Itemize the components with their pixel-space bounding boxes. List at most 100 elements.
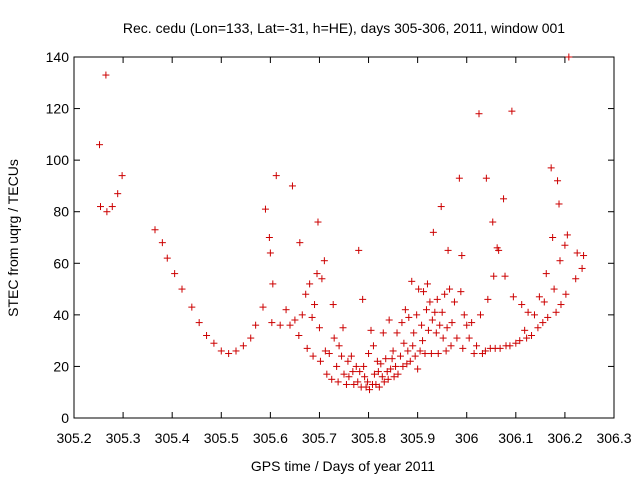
data-point [457,288,465,296]
data-point [349,368,357,376]
data-point [432,329,440,337]
data-point [473,342,481,350]
data-point [562,290,570,298]
data-point [500,195,508,203]
data-point [374,368,382,376]
data-point [552,308,560,316]
data-point [315,324,323,332]
data-point [163,254,171,262]
data-point [484,295,492,303]
data-point [406,357,414,365]
data-point [419,337,427,345]
data-point [393,329,401,337]
data-point [314,218,322,226]
data-point [379,329,387,337]
data-point [320,257,328,265]
data-point [272,172,280,180]
data-point [476,311,484,319]
x-tick-label: 306.2 [547,430,582,446]
data-point [178,285,186,293]
data-point [524,308,532,316]
data-point [359,295,367,303]
data-point [328,375,336,383]
data-point [441,290,449,298]
data-point [334,378,342,386]
data-point [420,288,428,296]
data-point [303,344,311,352]
data-point [259,303,267,311]
data-point [434,350,442,358]
data-point [108,203,116,211]
data-point [311,301,319,309]
data-point [291,316,299,324]
data-point [282,306,290,314]
data-point [573,249,581,257]
data-point [578,264,586,272]
plot-axes [73,56,615,419]
data-point [437,203,445,211]
data-point [352,362,360,370]
data-point [429,228,437,236]
data-point [401,306,409,314]
data-point [225,350,233,358]
data-point [418,321,426,329]
x-tick-label: 306 [455,430,479,446]
data-point [405,313,413,321]
y-tick-label: 0 [61,410,69,426]
data-point [563,231,571,239]
data-point [443,324,451,332]
data-point [512,339,520,347]
data-point [325,350,333,358]
x-tick-label: 306.3 [596,430,631,446]
data-point [530,311,538,319]
data-point [367,326,375,334]
data-point [444,246,452,254]
data-point [542,270,550,278]
data-point [572,275,580,283]
data-point [450,298,458,306]
data-point [534,324,542,332]
data-point [364,378,372,386]
data-point [410,329,418,337]
data-point [265,234,273,241]
data-point [382,355,390,363]
data-point [385,316,393,324]
data-point [296,239,304,247]
data-point [276,321,284,329]
y-axis-ticks: 0 20 40 60 80 100 120 140 [46,49,614,426]
data-point [557,301,565,309]
data-point [413,311,421,319]
chart-title: Rec. cedu (Lon=133, Lat=-31, h=HE), days… [123,20,565,36]
x-axis-label: GPS time / Days of year 2011 [251,458,435,474]
data-point [394,370,402,378]
data-point [380,378,388,386]
x-tick-label: 305.8 [351,430,386,446]
data-point [459,344,467,352]
data-point [523,334,531,342]
data-point [404,347,412,355]
data-point [295,331,303,339]
data-point [549,234,557,241]
data-point [102,71,110,79]
data-point [266,249,274,257]
data-point [239,342,247,350]
data-point [427,350,435,358]
data-point [377,360,385,368]
data-point [188,303,196,311]
data-point [426,298,434,306]
data-point [339,324,347,332]
data-point [580,252,588,260]
data-point [463,321,471,329]
data-point [468,319,476,327]
data-point [333,362,341,370]
data-point [96,141,104,149]
data-point [424,326,432,334]
data-point [347,352,355,360]
data-point [550,285,558,293]
y-axis-label: STEC from uqrg / TECUs [5,159,21,317]
data-point [321,347,329,355]
y-tick-label: 140 [46,49,70,65]
data-point [539,319,547,327]
data-point [302,290,310,298]
data-point [232,347,240,355]
